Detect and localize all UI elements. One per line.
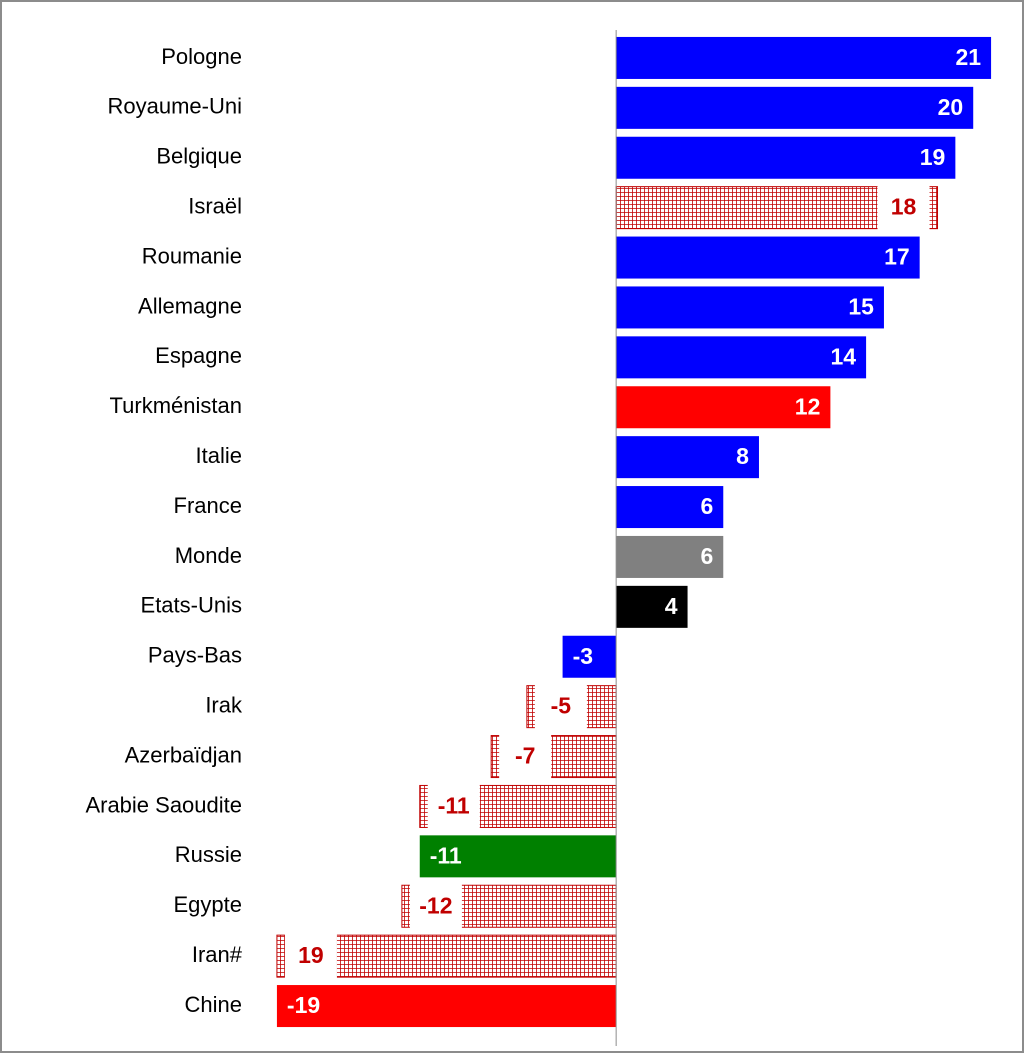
bar [616,236,920,279]
value-label: 17 [884,244,910,270]
label-box [534,684,587,729]
label-box [877,185,930,230]
category-label: Royaume-Uni [108,94,243,119]
value-label: 4 [665,593,678,619]
label-box [427,784,480,829]
value-label: 8 [736,443,749,469]
category-label: Iran# [192,942,243,967]
value-label: 21 [955,44,981,70]
category-label: Chine [185,992,242,1017]
value-label: 6 [700,493,713,519]
bar [616,86,974,129]
label-box [499,734,552,779]
value-label: -11 [430,842,462,868]
category-label: Roumanie [142,243,242,268]
bar [616,585,688,628]
bar [616,136,956,179]
category-label: Arabie Saoudite [85,792,242,817]
value-label: 15 [848,294,874,320]
bar [616,436,759,479]
value-label: -7 [515,743,535,769]
category-label: Belgique [156,144,242,169]
value-label: -19 [287,992,320,1018]
category-label: Israël [188,193,242,218]
value-label: -5 [551,693,572,719]
category-label: Irak [205,692,243,717]
value-label: 18 [891,194,917,220]
category-label: Azerbaïdjan [125,742,242,767]
label-box [409,884,462,929]
category-label: Pays-Bas [148,643,242,668]
category-label: Etats-Unis [141,593,242,618]
bar [616,336,867,379]
bar [616,386,831,429]
bar [616,535,724,578]
value-label: -3 [573,643,593,669]
bar [616,36,992,79]
value-label: -12 [419,892,452,918]
category-label: Russie [175,842,242,867]
value-label: -11 [438,793,470,819]
bar [616,486,724,529]
value-label: 20 [938,94,964,120]
category-label: Pologne [161,44,242,69]
category-label: Italie [196,443,242,468]
bar [616,286,884,329]
value-label: 19 [920,144,946,170]
value-label: 14 [831,343,857,369]
category-label: Egypte [174,892,243,917]
category-label: Allemagne [138,293,242,318]
label-box [284,934,337,979]
bar [276,985,617,1028]
category-label: Espagne [155,343,242,368]
bar [562,635,617,678]
category-label: Turkménistan [110,393,242,418]
value-label: 19 [298,942,324,968]
category-label: France [174,493,242,518]
value-label: 12 [795,393,821,419]
category-label: Monde [175,543,242,568]
value-label: 6 [700,543,713,569]
bar [419,835,617,878]
